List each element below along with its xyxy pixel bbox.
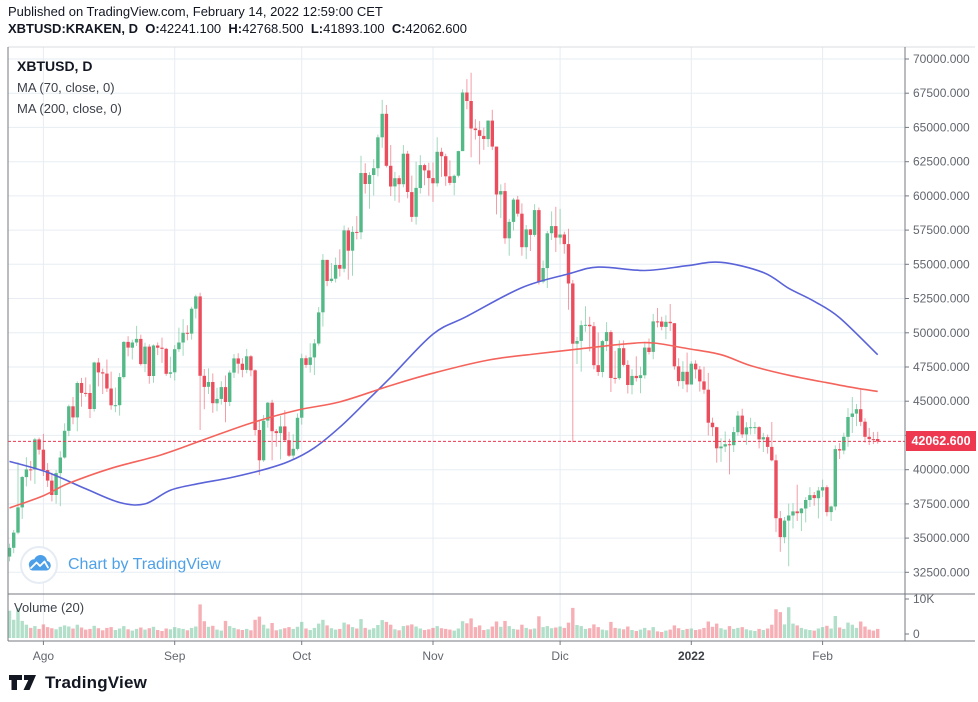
- svg-text:Ago: Ago: [33, 649, 55, 663]
- ma-70-line: [9, 261, 879, 506]
- watermark-label: Chart by TradingView: [68, 556, 221, 573]
- symbol-name: XBTUSD:KRAKEN, D: [8, 21, 138, 36]
- high-label: H:: [228, 21, 243, 36]
- price-axis[interactable]: 70000.000 67500.000 65000.000 62500.000 6000…: [905, 52, 970, 641]
- gridlines: [8, 47, 905, 641]
- high-value: 42768.500: [242, 21, 304, 36]
- svg-text:0: 0: [913, 627, 920, 641]
- svg-text:40000.000: 40000.000: [913, 463, 970, 477]
- last-price-label: 42062.600: [906, 431, 976, 451]
- volume-indicator-label: Volume (20): [14, 600, 85, 615]
- published-line: Published on TradingView.com, February 1…: [8, 4, 383, 19]
- close-label: C:: [391, 21, 406, 36]
- open-label: O:: [145, 21, 160, 36]
- tradingview-watermark-link[interactable]: Chart by TradingView: [20, 546, 221, 584]
- brand-name: TradingView: [45, 673, 148, 692]
- svg-text:35000.000: 35000.000: [913, 531, 970, 545]
- svg-text:60000.000: 60000.000: [913, 189, 970, 203]
- svg-text:37500.000: 37500.000: [913, 497, 970, 511]
- candlesticks: [7, 92, 880, 557]
- svg-text:Nov: Nov: [422, 649, 443, 663]
- svg-text:57500.000: 57500.000: [913, 223, 970, 237]
- svg-text:10K: 10K: [913, 592, 934, 606]
- svg-text:45000.000: 45000.000: [913, 394, 970, 408]
- low-value: 41893.100: [323, 21, 385, 36]
- volume-bars: [7, 604, 880, 639]
- svg-text:47500.000: 47500.000: [913, 360, 970, 374]
- candle-wicks: [9, 72, 879, 567]
- low-label: L:: [310, 21, 324, 36]
- tradingview-cloud-icon: [20, 546, 58, 584]
- svg-text:Oct: Oct: [292, 649, 311, 663]
- open-value: 42241.100: [159, 21, 222, 36]
- ma-200-line: [9, 341, 878, 509]
- symbol-ohlc-line: XBTUSD:KRAKEN, D O:42241.100 H:42768.500…: [8, 21, 467, 36]
- chart-frame: [7, 46, 975, 642]
- chart-legend: XBTUSD, D MA (70, close, 0) MA (200, clo…: [17, 56, 122, 119]
- svg-text:67500.000: 67500.000: [913, 86, 970, 100]
- svg-text:52500.000: 52500.000: [913, 292, 970, 306]
- svg-text:Feb: Feb: [812, 649, 833, 663]
- close-value: 42062.600: [405, 21, 467, 36]
- svg-text:62500.000: 62500.000: [913, 155, 970, 169]
- legend-ma70: MA (70, close, 0): [17, 80, 115, 95]
- svg-text:2022: 2022: [678, 649, 705, 663]
- legend-ma200: MA (200, close, 0): [17, 101, 122, 116]
- svg-text:Sep: Sep: [164, 649, 186, 663]
- svg-text:65000.000: 65000.000: [913, 120, 970, 134]
- svg-text:50000.000: 50000.000: [913, 326, 970, 340]
- svg-text:55000.000: 55000.000: [913, 257, 970, 271]
- tradingview-logo-icon: [9, 675, 36, 690]
- svg-text:Dic: Dic: [551, 649, 568, 663]
- legend-symbol: XBTUSD, D: [17, 58, 93, 74]
- svg-text:32500.000: 32500.000: [913, 565, 970, 579]
- time-axis[interactable]: Ago Sep Oct Nov Dic 2022 Feb: [33, 641, 834, 663]
- tradingview-brand[interactable]: TradingView: [9, 671, 147, 695]
- svg-text:70000.000: 70000.000: [913, 52, 970, 66]
